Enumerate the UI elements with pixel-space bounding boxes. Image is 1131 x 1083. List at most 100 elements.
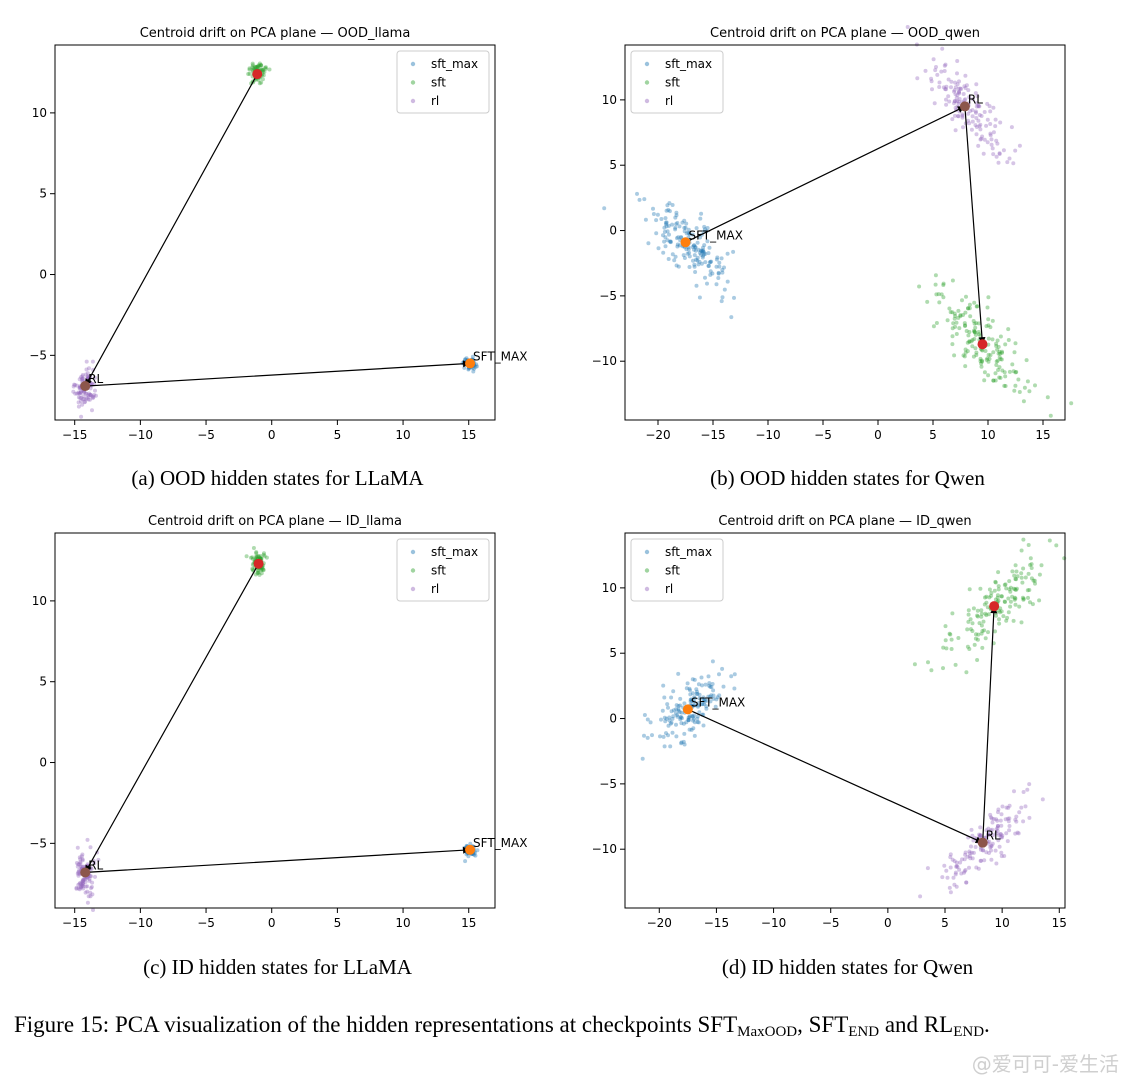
point-rl <box>89 874 93 879</box>
point-sft <box>256 553 261 558</box>
point-rl <box>925 866 930 871</box>
point-sft_max <box>658 734 662 739</box>
point-rl <box>91 908 95 912</box>
point-sft_max <box>669 695 674 700</box>
point-rl <box>995 825 1000 830</box>
point-rl <box>979 858 984 863</box>
point-sft <box>1037 572 1042 577</box>
point-rl <box>1006 819 1011 824</box>
point-rl <box>953 92 958 97</box>
point-sft <box>963 310 968 315</box>
point-sft_max <box>716 270 721 275</box>
point-sft <box>1007 587 1012 592</box>
point-sft <box>1012 388 1017 393</box>
point-sft <box>981 619 986 624</box>
point-rl <box>71 384 76 389</box>
point-sft <box>1008 589 1013 594</box>
chart-id-qwen-svg: Centroid drift on PCA plane — ID_qwen SFT… <box>592 514 1067 930</box>
point-rl <box>90 408 94 413</box>
point-rl <box>74 861 79 865</box>
point-sft <box>967 587 972 592</box>
point-sft_max <box>700 249 705 254</box>
point-sft_max <box>675 244 680 249</box>
point-rl <box>985 117 990 122</box>
point-rl <box>977 104 982 109</box>
point-rl <box>76 873 81 878</box>
point-rl <box>986 831 991 836</box>
point-sft_max <box>661 734 666 739</box>
point-sft_max <box>693 245 698 250</box>
point-rl <box>964 880 969 885</box>
point-sft_max <box>667 232 671 237</box>
point-sft <box>950 342 955 347</box>
x-tick-label: 0 <box>268 428 276 442</box>
point-rl <box>999 812 1004 817</box>
point-rl <box>970 856 975 861</box>
point-sft_max <box>686 718 691 723</box>
point-sft_max <box>689 699 694 704</box>
point-sft <box>996 587 1001 592</box>
point-sft <box>258 63 263 68</box>
point-rl <box>984 850 989 855</box>
point-sft <box>1069 401 1074 406</box>
point-sft <box>1000 349 1004 354</box>
point-sft_max <box>682 256 687 260</box>
point-sft_max <box>697 259 702 264</box>
point-sft <box>1027 588 1032 592</box>
figure-caption-sep1: , <box>797 1012 809 1037</box>
point-sft_max <box>692 677 697 682</box>
point-rl <box>960 112 965 117</box>
x-tick-label: 15 <box>461 428 476 442</box>
point-sft_max <box>670 730 675 735</box>
point-sft_max <box>602 206 607 211</box>
point-sft <box>975 304 980 309</box>
point-sft <box>1012 350 1017 355</box>
point-sft <box>1031 578 1036 583</box>
point-sft_max <box>690 714 695 719</box>
point-sft <box>976 321 981 326</box>
point-sft <box>1033 581 1037 586</box>
point-sft <box>261 568 266 572</box>
point-sft <box>973 330 977 335</box>
point-sft_max <box>668 744 673 749</box>
point-sft_max <box>474 364 479 369</box>
centroid-rl <box>959 101 970 112</box>
point-sft <box>983 636 988 641</box>
point-rl <box>955 82 960 87</box>
point-rl <box>976 104 981 109</box>
point-rl <box>80 373 85 377</box>
point-sft <box>968 627 973 632</box>
point-rl <box>78 390 83 395</box>
point-sft <box>260 77 265 82</box>
point-rl <box>78 880 83 885</box>
point-rl <box>85 884 90 889</box>
point-sft <box>948 632 953 637</box>
point-rl <box>982 137 987 142</box>
point-rl <box>940 46 945 51</box>
point-sft <box>954 332 959 336</box>
point-sft_max <box>684 221 689 226</box>
centroid-rl <box>80 381 91 392</box>
point-sft <box>980 348 985 353</box>
point-sft <box>948 310 953 315</box>
point-rl <box>77 855 82 860</box>
point-rl <box>1015 830 1020 835</box>
point-sft <box>1022 385 1027 390</box>
legend-marker-sft <box>410 568 416 573</box>
point-sft <box>994 359 999 364</box>
point-sft <box>1017 390 1022 394</box>
point-rl <box>1007 828 1012 833</box>
point-sft_max <box>707 260 712 265</box>
point-sft_max <box>665 203 670 208</box>
point-rl <box>72 382 77 387</box>
point-sft_max <box>708 699 713 704</box>
centroid-rl <box>977 837 988 848</box>
point-rl <box>81 886 86 891</box>
point-rl <box>976 143 981 148</box>
point-sft <box>967 647 972 651</box>
point-sft <box>1013 588 1018 592</box>
point-sft <box>1000 368 1005 373</box>
point-rl <box>951 875 956 880</box>
point-sft <box>934 321 939 325</box>
